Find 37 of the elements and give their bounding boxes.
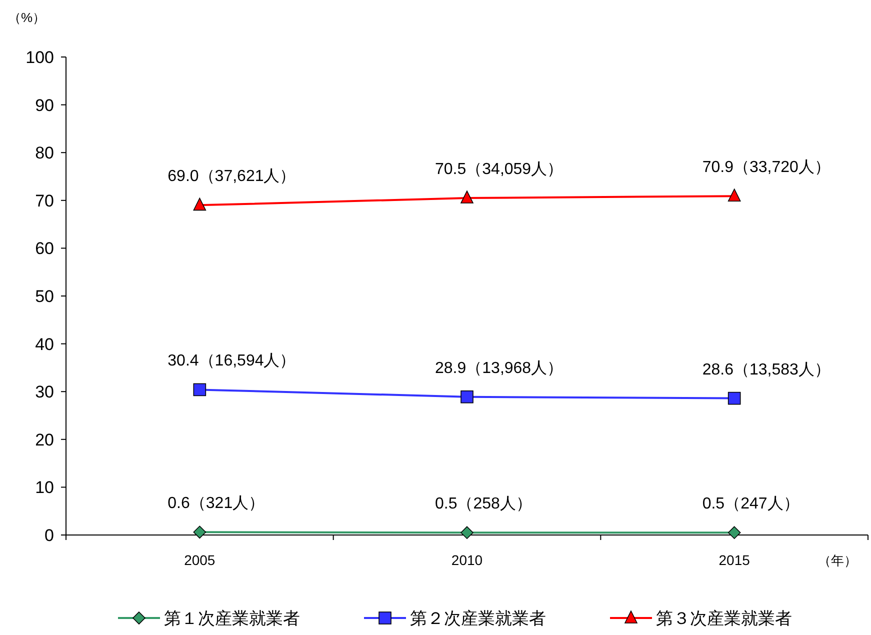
y-tick-label: 10 [35,478,54,498]
x-axis-title: （年） [818,553,857,568]
data-label: 28.9（13,968人） [435,360,564,377]
data-label: 69.0（37,621人） [168,168,296,186]
point [460,390,474,404]
legend-label: 第１次産業就業者 [164,609,300,628]
legend-label: 第２次産業就業者 [410,609,546,628]
data-label: 30.4（16,594人） [168,352,296,370]
y-tick-label: 40 [35,334,54,354]
point [193,526,206,539]
point [728,188,741,202]
y-tick-label: 0 [44,526,54,545]
point [728,526,741,540]
y-axis-title: （%） [8,10,46,25]
y-tick-label: 30 [35,382,54,402]
point [728,392,741,405]
data-label: 70.5（34,059人） [435,161,564,178]
x-tick-label: 2005 [184,552,216,568]
data-label: 28.6（13,583人） [702,361,830,378]
y-tick-label: 20 [35,430,54,450]
y-tick-label: 60 [35,239,54,258]
point [193,383,206,396]
data-label: 0.6（321人） [168,495,265,512]
point [460,526,474,540]
y-tick-label: 80 [35,144,54,163]
point [193,198,206,211]
y-tick-label: 90 [35,96,54,115]
data-label: 0.5（247人） [702,496,800,513]
legend-label: 第３次産業就業者 [656,609,792,628]
y-tick-label: 70 [35,191,54,210]
data-label: 70.9（33,720人） [702,159,830,176]
x-tick-label: 2010 [451,552,483,568]
data-label: 0.5（258人） [435,496,532,513]
y-tick-label: 50 [35,287,54,306]
point [460,190,474,204]
y-tick-label: 100 [26,48,54,67]
x-tick-label: 2015 [718,552,750,568]
